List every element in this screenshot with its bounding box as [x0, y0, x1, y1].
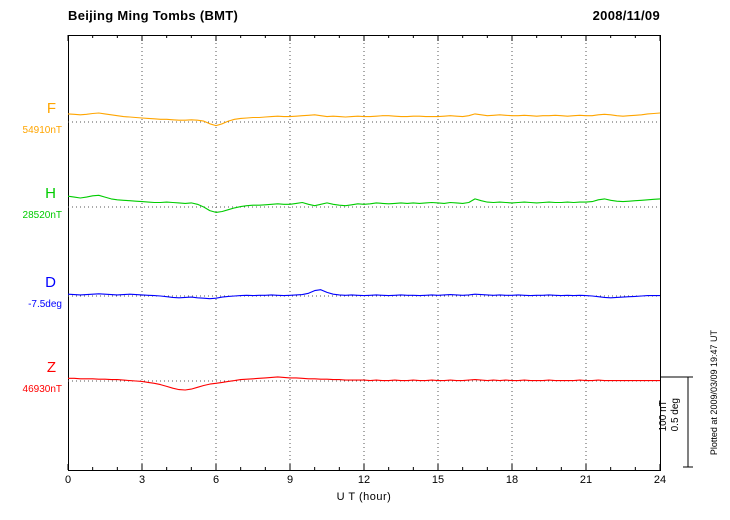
series-baseline-value-F: 54910nT	[22, 125, 62, 136]
series-baseline-value-D: -7.5deg	[28, 299, 62, 310]
series-baseline-value-Z: 46930nT	[22, 384, 62, 395]
trace-H	[67, 194, 661, 213]
plot-frame	[68, 35, 661, 471]
plotted-at-note: Plotted at 2009/03/09 19:47 UT	[709, 330, 719, 456]
x-tick-label-0: 0	[64, 474, 72, 486]
trace-F	[67, 112, 661, 127]
series-baseline-value-H: 28520nT	[22, 210, 62, 221]
x-tick-label-24: 24	[653, 474, 667, 486]
trace-Z	[68, 376, 660, 391]
x-tick-label-9: 9	[286, 474, 294, 486]
x-tick-label-18: 18	[505, 474, 519, 486]
x-tick-label-6: 6	[212, 474, 220, 486]
series-label-H: H	[45, 185, 56, 202]
station-title: Beijing Ming Tombs (BMT)	[68, 8, 239, 23]
series-label-Z: Z	[46, 359, 56, 376]
x-tick-label-21: 21	[579, 474, 593, 486]
x-tick-label-15: 15	[431, 474, 445, 486]
trace-D	[67, 289, 660, 300]
scale-bar-label: 100 nT 0.5 deg	[658, 398, 681, 432]
plot-date: 2008/11/09	[592, 8, 660, 23]
x-tick-label-12: 12	[357, 474, 371, 486]
series-label-D: D	[45, 274, 56, 291]
x-axis-label: U T (hour)	[336, 491, 392, 503]
series-label-F: F	[46, 100, 56, 117]
x-tick-label-3: 3	[138, 474, 146, 486]
